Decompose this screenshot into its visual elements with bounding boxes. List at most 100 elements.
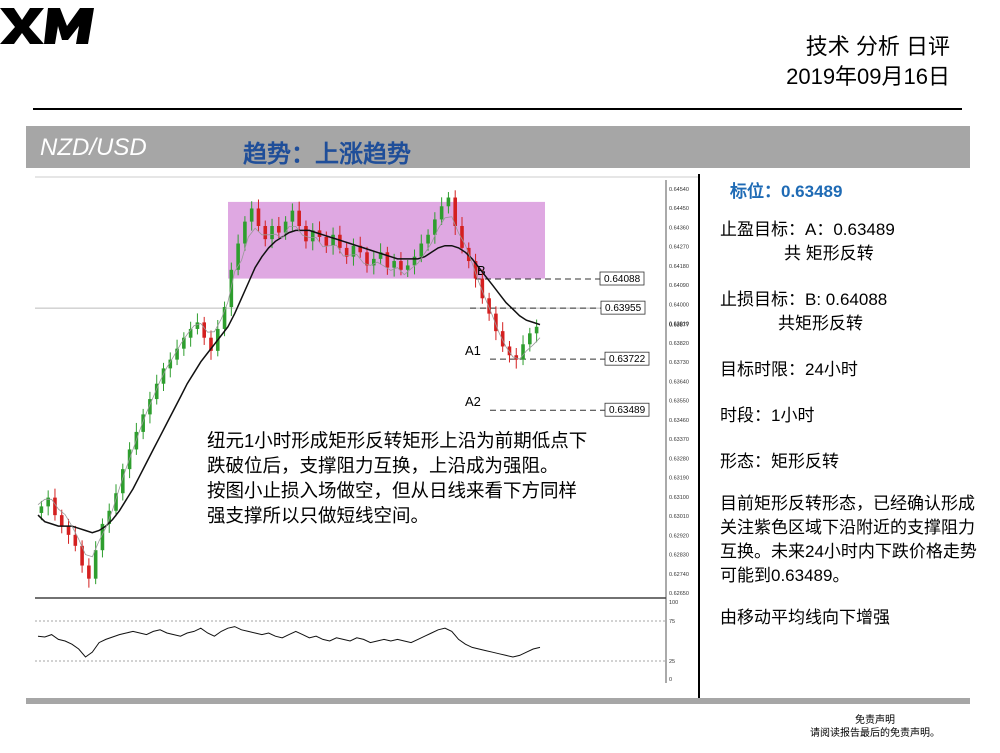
candle-body xyxy=(222,307,227,329)
candle-body xyxy=(500,331,505,347)
y-tick-label: 0.63370 xyxy=(669,437,689,443)
level-label-box xyxy=(599,271,645,286)
candle-body xyxy=(80,545,84,566)
candle-body xyxy=(161,368,166,384)
level-label-box xyxy=(604,402,650,417)
y-tick-label: 0.64360 xyxy=(669,225,689,231)
chart-annotation: 纽元1小时形成矩形反转矩形上沿为前期低点下跌破位后，支撑阻力互换，上沿成为强阻。… xyxy=(207,428,592,528)
candle-body xyxy=(304,226,308,242)
candle-body xyxy=(53,497,57,516)
candle-body xyxy=(195,322,200,329)
disclaimer-text: 请阅读报告最后的免责声明。 xyxy=(810,728,940,739)
candle-body xyxy=(154,383,159,400)
candle-body xyxy=(473,261,478,279)
candle-body xyxy=(202,322,207,338)
candle-body xyxy=(256,208,261,226)
candle-body xyxy=(534,326,539,334)
candle-body xyxy=(168,359,173,369)
analysis-panel: 标位：0.63489 止盈目标：A：0.63489 共 矩形反转 止损目标：B:… xyxy=(720,180,990,630)
level-label: 0.63955 xyxy=(605,303,642,314)
y-tick-label: 0.63730 xyxy=(669,360,689,366)
level-label-box xyxy=(600,300,646,315)
candle-body xyxy=(66,526,71,535)
candle-body xyxy=(46,497,50,507)
price-chart: 0.64540 0.64450 0.64360 0.64270 0.64180 0.640… xyxy=(35,176,698,696)
annotation-line-1: 纽元1小时形成矩形反转矩形上沿为前期低点下跌破位后，支撑阻力互换，上沿成为强阻。 xyxy=(207,430,588,476)
candle-body xyxy=(100,523,105,551)
pivot-level: 标位：0.63489 xyxy=(730,182,843,201)
timeframe: 时段：1小时 xyxy=(720,406,815,425)
ma-note: 由移动平均线向下增强 xyxy=(720,608,890,627)
candle-body xyxy=(39,506,44,513)
candle-body xyxy=(460,226,464,248)
candle-body xyxy=(87,565,91,579)
y-tick-label: 0.63460 xyxy=(669,418,689,424)
y-tick-label: 0.64090 xyxy=(669,283,689,289)
current-price-label: 0.63877 xyxy=(669,323,689,329)
pair-banner xyxy=(26,126,970,168)
candle-body xyxy=(297,210,301,226)
y-tick-label: 0.64540 xyxy=(669,187,689,193)
y-tick-label: 0.63100 xyxy=(669,495,689,501)
take-profit-target: 止盈目标：A：0.63489 xyxy=(720,220,895,239)
candle-body xyxy=(188,328,193,338)
y-tick-label: 0.64270 xyxy=(669,245,689,251)
y-tick-label: 0.62650 xyxy=(669,591,689,597)
stop-loss-target: 止损目标：B: 0.64088 xyxy=(720,290,888,309)
currency-pair: NZD/USD xyxy=(40,134,147,161)
y-tick-label: 0.63820 xyxy=(669,341,689,347)
candle-body xyxy=(439,206,444,220)
level-label: 0.63722 xyxy=(609,354,646,365)
oscillator-tick: 100 xyxy=(669,600,678,606)
candle-body xyxy=(446,197,451,207)
candle-body xyxy=(182,337,186,349)
y-tick-label: 0.63640 xyxy=(669,379,689,385)
y-tick-label: 0.64450 xyxy=(669,206,689,212)
level-name-A1: A1 xyxy=(465,343,481,358)
y-tick-label: 0.63010 xyxy=(669,514,689,520)
candle-body xyxy=(73,534,78,546)
y-tick-label: 0.63910 xyxy=(669,322,689,328)
candle-body xyxy=(93,550,98,579)
candle-body xyxy=(494,313,498,332)
candle-body xyxy=(107,510,112,524)
candle-body xyxy=(405,265,410,270)
candle-body xyxy=(521,344,525,360)
y-tick-label: 0.63280 xyxy=(669,456,689,462)
oscillator-line xyxy=(37,626,541,658)
xm-logo: XM xyxy=(0,0,110,46)
disclaimer: 免责声明 请阅读报告最后的免责声明。 xyxy=(810,714,940,740)
time-limit: 目标时限：24小时 xyxy=(720,360,858,379)
candle-body xyxy=(378,252,383,259)
chart-canvas: 0.64540 0.64450 0.64360 0.64270 0.64180 0.640… xyxy=(35,176,698,683)
y-tick-label: 0.63550 xyxy=(669,399,689,405)
candle-body xyxy=(331,234,335,246)
candle-body xyxy=(243,221,247,244)
y-tick-label: 0.64000 xyxy=(669,302,689,308)
candle-body xyxy=(270,226,274,240)
candle-body xyxy=(480,278,485,299)
candle-body xyxy=(385,252,390,268)
candle-body xyxy=(453,197,458,226)
y-tick-label: 0.62920 xyxy=(669,533,689,539)
header-divider xyxy=(33,108,962,110)
candle-body xyxy=(324,236,329,246)
y-tick-label: 0.62740 xyxy=(669,572,689,578)
candle-body xyxy=(141,414,145,432)
candle-body xyxy=(148,399,152,415)
moving-average-slow xyxy=(37,229,541,534)
level-name-A2: A2 xyxy=(465,394,481,409)
vertical-divider xyxy=(698,174,700,698)
candle-body xyxy=(426,234,430,244)
moving-average-fast xyxy=(37,216,541,558)
description: 目前矩形反转形态，已经确认形成关注紫色区域下沿附近的支撑阻力互换。未来24小时内… xyxy=(720,494,977,585)
candle-body xyxy=(283,221,288,233)
candle-body xyxy=(412,256,417,266)
oscillator-tick: 0 xyxy=(669,677,672,683)
disclaimer-title: 免责声明 xyxy=(855,715,895,726)
candle-body xyxy=(351,245,356,257)
candle-body xyxy=(371,258,376,266)
candle-body xyxy=(514,355,519,360)
footer-bar xyxy=(26,698,970,704)
candle-body xyxy=(338,234,342,248)
